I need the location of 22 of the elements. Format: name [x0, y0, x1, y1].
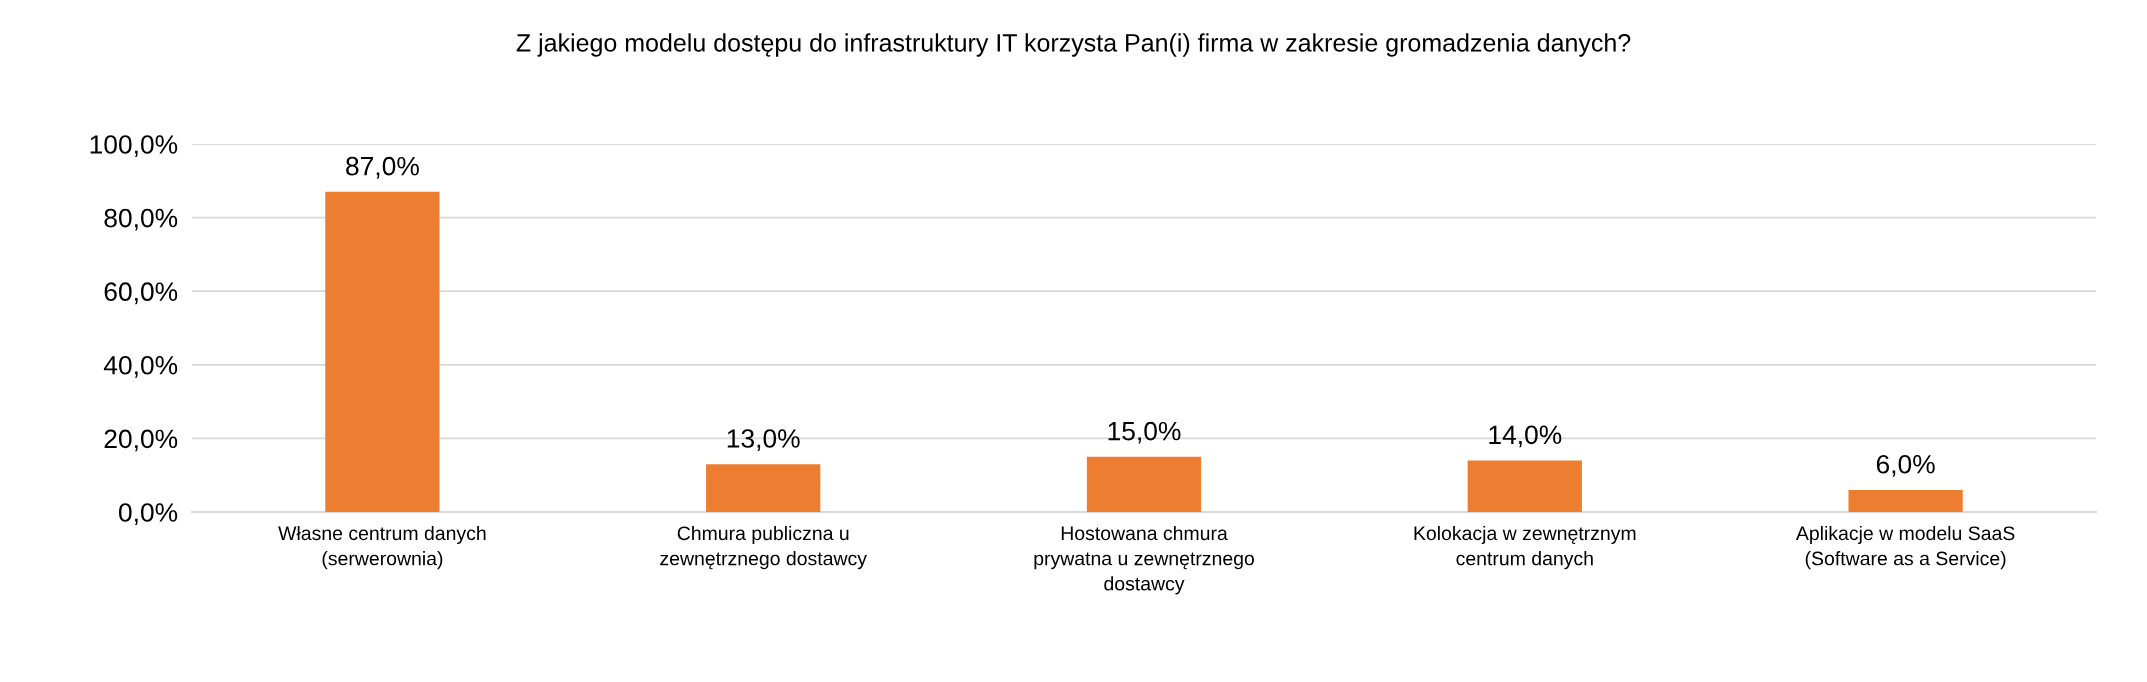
bar [325, 191, 440, 512]
data-label: 6,0% [1876, 454, 1935, 477]
data-label: 87,0% [346, 156, 419, 179]
bar [1086, 456, 1202, 512]
bar [1467, 460, 1582, 512]
x-tick-label: Aplikacje w modelu SaaS (Software as a Service) [1795, 525, 2015, 570]
y-tick-label: 0,0% [119, 503, 178, 525]
x-tick-label: Kolokacja w zewnętrznym centrum danych [1414, 525, 1636, 570]
y-tick-label: 100,0% [90, 135, 178, 157]
bar [706, 464, 821, 512]
y-tick-label: 20,0% [104, 429, 178, 452]
x-tick-label: Chmura publiczna u zewnętrznego dostawcy [660, 525, 867, 570]
x-tick-label: Własne centrum danych (serwerownia) [278, 525, 486, 570]
data-label: 13,0% [727, 429, 800, 451]
bar [1848, 489, 1963, 512]
data-label: 14,0% [1489, 425, 1562, 448]
data-label: 15,0% [1108, 421, 1181, 444]
x-tick-label: Hostowana chmura prywatna u zewnętrznego dostawcy [1034, 525, 1254, 595]
y-tick-label: 40,0% [103, 355, 178, 378]
chart-title: Z jakiego modelu dostępu do infrastruktury IT korzysta Pan(i) firma w zakresie gromadzenia danych? [516, 33, 1631, 57]
y-tick-label: 80,0% [104, 208, 178, 231]
y-tick-label: 60,0% [104, 282, 178, 305]
